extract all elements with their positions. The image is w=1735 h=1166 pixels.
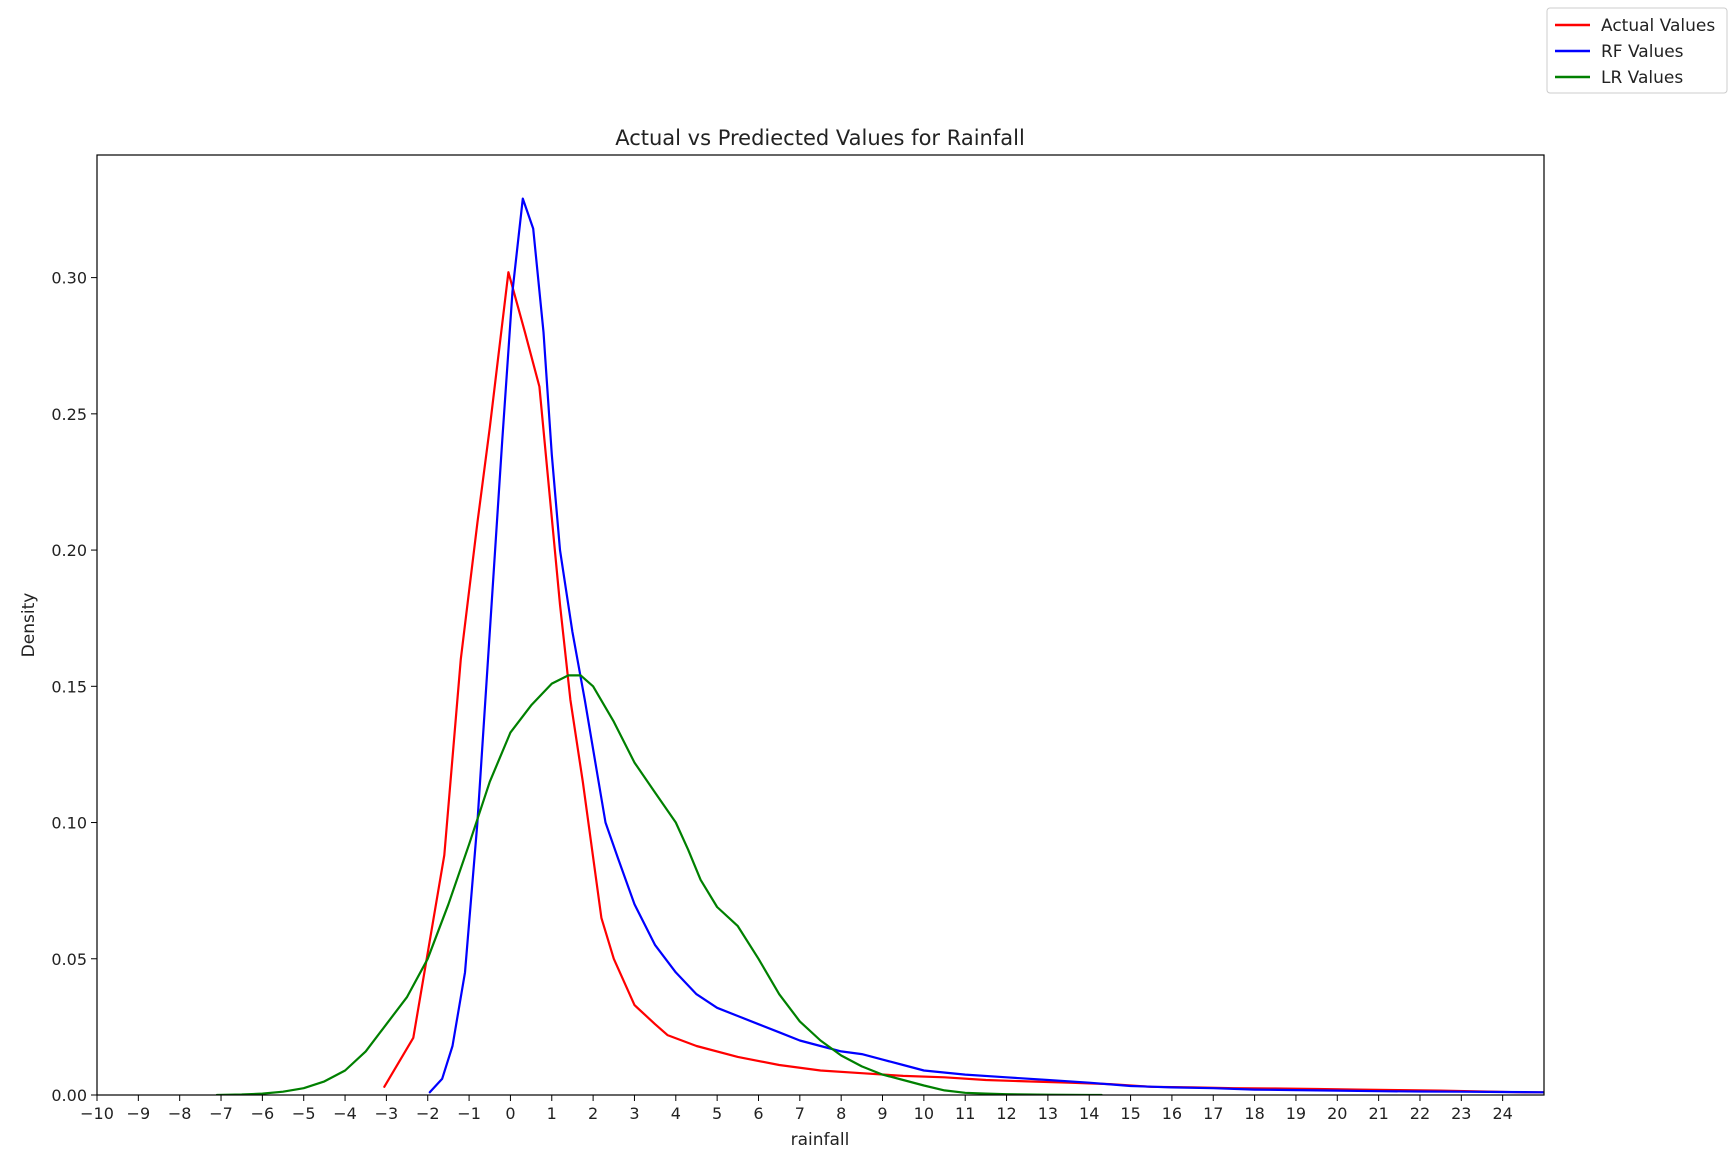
x-axis: −10 −9 −8 −7 −6 −5 −4 −3 −2 −1 0 1 2 3 4 5 6 7 8 9 10 11 12 13 1… — [80, 1095, 1513, 1123]
plot-frame — [96, 154, 1545, 1096]
y-tick-label: 0.20 — [51, 541, 87, 560]
x-tick-label: 10 — [914, 1104, 934, 1123]
x-tick-label: −6 — [251, 1104, 275, 1123]
x-tick-label: 2 — [588, 1104, 598, 1123]
legend-label-rf-values: RF Values — [1601, 42, 1684, 62]
y-axis: 0.00 0.05 0.10 0.15 0.20 0.25 0.30 — [51, 269, 97, 1105]
chart-title: Actual vs Prediected Values for Rainfall — [615, 126, 1025, 150]
series-line-rf-values — [428, 197, 1544, 1094]
x-tick-label: 9 — [877, 1104, 887, 1123]
x-tick-label: 12 — [996, 1104, 1016, 1123]
legend-box — [1546, 7, 1728, 94]
y-tick-label: 0.05 — [51, 950, 87, 969]
x-tick-label: 16 — [1162, 1104, 1182, 1123]
y-tick-label: 0.00 — [51, 1086, 87, 1105]
x-tick-label: −4 — [333, 1104, 357, 1123]
legend-label-lr-values: LR Values — [1601, 68, 1683, 88]
series-line-lr-values — [215, 674, 1103, 1095]
legend: Actual Values RF Values LR Values — [1546, 7, 1728, 94]
x-tick-label: 21 — [1368, 1104, 1388, 1123]
series-line-actual-values — [383, 271, 1544, 1094]
x-tick-label: 15 — [1120, 1104, 1140, 1123]
x-tick-label: 6 — [753, 1104, 763, 1123]
y-tick-label: 0.15 — [51, 677, 87, 696]
x-tick-label: 4 — [671, 1104, 681, 1123]
x-tick-label: −9 — [127, 1104, 151, 1123]
x-tick-label: −7 — [209, 1104, 233, 1123]
x-tick-label: 14 — [1079, 1104, 1099, 1123]
x-tick-label: 1 — [547, 1104, 557, 1123]
x-tick-label: −8 — [168, 1104, 192, 1123]
x-tick-label: 0 — [505, 1104, 515, 1123]
y-axis-label: Density — [19, 593, 39, 658]
x-tick-label: −5 — [292, 1104, 316, 1123]
x-tick-label: 17 — [1203, 1104, 1223, 1123]
x-tick-label: 18 — [1244, 1104, 1264, 1123]
x-tick-label: 20 — [1327, 1104, 1347, 1123]
x-tick-label: 24 — [1492, 1104, 1512, 1123]
x-tick-label: −1 — [457, 1104, 481, 1123]
x-tick-label: −10 — [80, 1104, 114, 1123]
x-tick-label: 13 — [1038, 1104, 1058, 1123]
series-layer — [215, 197, 1544, 1095]
x-tick-label: −2 — [416, 1104, 440, 1123]
y-tick-label: 0.30 — [51, 269, 87, 288]
x-tick-label: 8 — [836, 1104, 846, 1123]
y-tick-label: 0.25 — [51, 405, 87, 424]
x-tick-label: −3 — [375, 1104, 399, 1123]
x-tick-label: 11 — [955, 1104, 975, 1123]
x-tick-label: 7 — [795, 1104, 805, 1123]
x-tick-label: 5 — [712, 1104, 722, 1123]
x-axis-label: rainfall — [791, 1130, 850, 1150]
x-tick-label: 19 — [1286, 1104, 1306, 1123]
x-tick-label: 3 — [629, 1104, 639, 1123]
y-tick-label: 0.10 — [51, 814, 87, 833]
x-tick-label: 22 — [1410, 1104, 1430, 1123]
legend-label-actual-values: Actual Values — [1601, 16, 1715, 36]
x-tick-label: 23 — [1451, 1104, 1471, 1123]
